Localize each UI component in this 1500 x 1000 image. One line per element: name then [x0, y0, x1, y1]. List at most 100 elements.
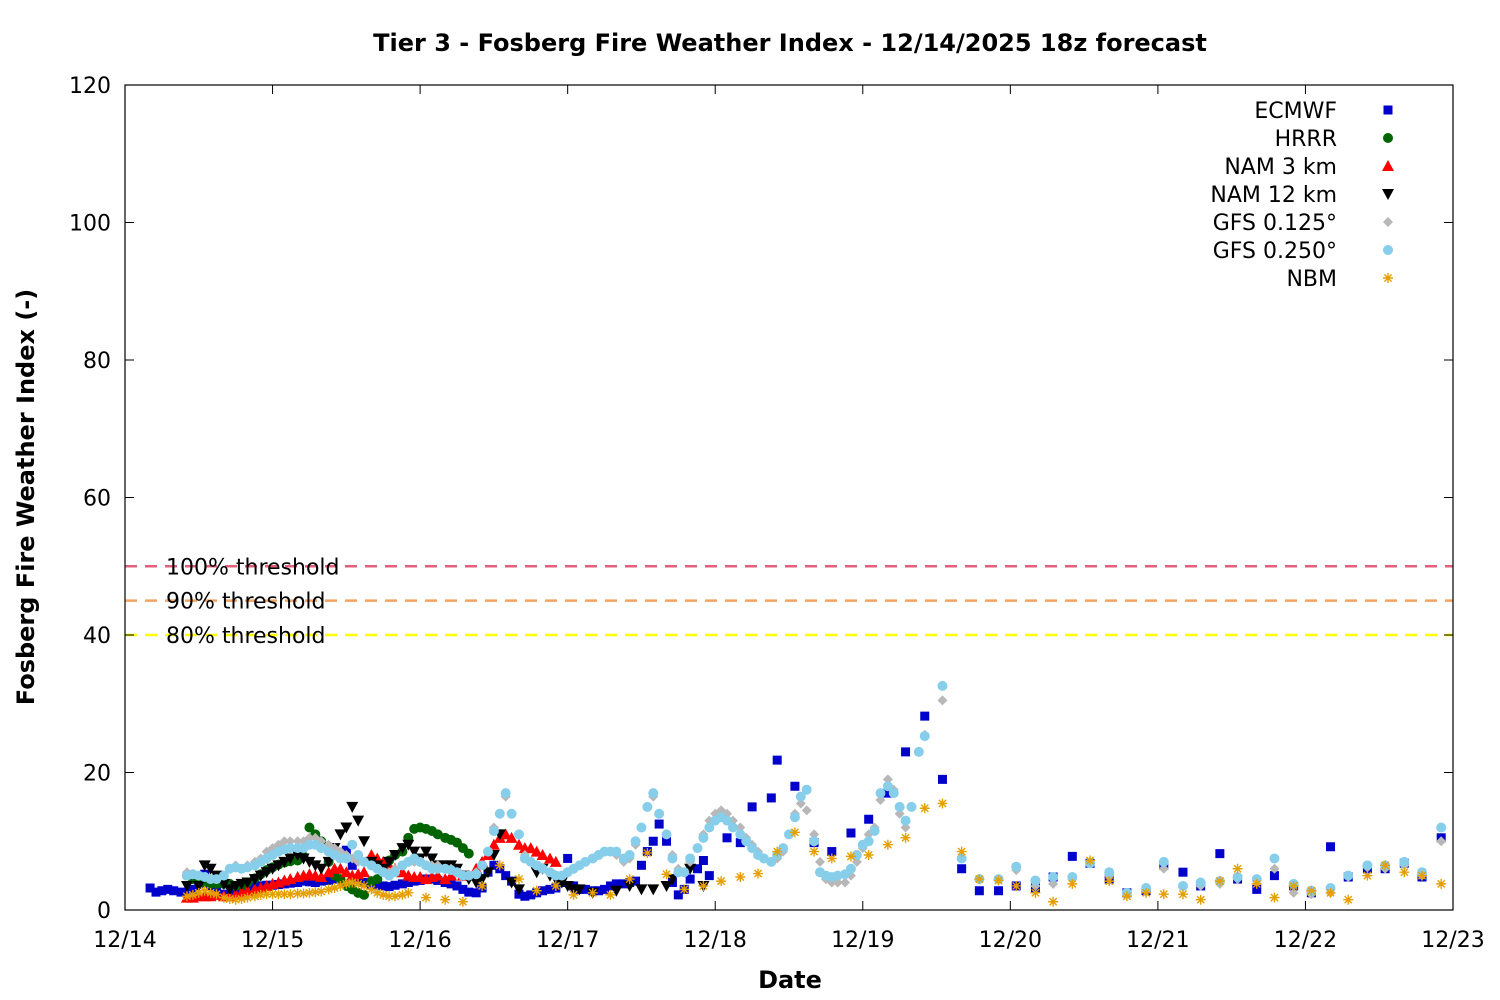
data-point [580, 884, 590, 894]
data-point [901, 747, 911, 757]
data-point [619, 879, 629, 889]
data-point [735, 872, 746, 882]
data-point [624, 850, 635, 860]
legend-marker [1383, 105, 1393, 115]
data-point [176, 887, 186, 897]
data-point [863, 836, 874, 847]
data-point [304, 887, 315, 898]
threshold-label: 100% threshold [166, 555, 340, 580]
data-point [310, 887, 321, 898]
data-point [1215, 849, 1225, 859]
data-point [151, 887, 161, 897]
data-point [1048, 878, 1059, 889]
data-point [341, 878, 352, 889]
data-point [334, 862, 347, 874]
threshold-label: 90% threshold [166, 590, 326, 615]
data-point [994, 886, 1004, 896]
data-point [526, 890, 536, 900]
data-point [605, 881, 615, 891]
data-point [753, 868, 764, 879]
data-point [722, 815, 733, 826]
data-point [642, 847, 653, 858]
data-point [809, 829, 820, 840]
data-point [1252, 884, 1262, 894]
data-point [389, 850, 402, 861]
data-point [716, 876, 727, 887]
data-point [390, 880, 400, 890]
threshold-lines: 100% threshold 90% threshold 80% threshold [125, 555, 1453, 649]
data-point [957, 864, 967, 874]
data-point [261, 889, 272, 900]
data-point [600, 884, 610, 894]
x-tick-label: 12/19 [831, 928, 894, 953]
data-point [538, 886, 548, 896]
data-point [636, 860, 646, 870]
data-point [1141, 887, 1152, 898]
data-point [610, 885, 623, 897]
data-point [679, 884, 690, 895]
data-point [204, 863, 217, 875]
data-point [778, 843, 789, 854]
data-point [242, 892, 253, 903]
legend-label: GFS 0.250° [1213, 239, 1337, 264]
data-point [766, 793, 776, 803]
data-point [530, 845, 543, 857]
data-point [297, 853, 310, 865]
data-point [920, 711, 930, 721]
data-point [218, 892, 229, 903]
data-point [341, 853, 352, 864]
y-tick-label: 80 [83, 349, 111, 374]
data-point [335, 880, 346, 891]
data-point [1158, 889, 1169, 900]
data-point [464, 887, 474, 897]
data-point [1269, 853, 1280, 864]
data-point [241, 877, 254, 889]
data-point [181, 891, 192, 902]
data-point [573, 884, 586, 896]
data-point [1343, 894, 1354, 905]
data-point [679, 867, 690, 878]
data-point [661, 829, 672, 840]
data-point [500, 788, 511, 799]
data-point [698, 832, 709, 843]
data-point [693, 864, 703, 874]
legend-label: HRRR [1275, 127, 1337, 152]
data-point [845, 851, 856, 862]
data-point [937, 798, 948, 809]
data-point [611, 879, 621, 889]
data-point [875, 788, 886, 799]
data-point [1067, 851, 1077, 861]
data-point [735, 838, 745, 848]
data-point [390, 891, 401, 902]
data-point [488, 825, 499, 836]
y-axis-label: Fosberg Fire Weather Index (-) [12, 289, 40, 705]
data-point [814, 856, 825, 867]
data-point [446, 879, 456, 889]
x-tick-label: 12/23 [1421, 928, 1484, 953]
data-point [937, 774, 947, 784]
threshold-label: 80% threshold [166, 624, 326, 649]
data-point [378, 881, 388, 891]
data-point [293, 878, 303, 887]
data-point [513, 874, 524, 885]
legend-marker [1382, 189, 1394, 200]
data-point [303, 856, 316, 868]
data-point [1288, 880, 1299, 891]
data-point [654, 808, 665, 819]
legend-marker [1383, 273, 1393, 283]
data-point [396, 843, 409, 855]
data-point [403, 878, 413, 887]
legend-label: NAM 3 km [1224, 155, 1337, 180]
data-point [249, 891, 260, 902]
data-point [266, 863, 279, 875]
data-point [188, 884, 198, 894]
data-point [1436, 822, 1447, 833]
data-point [304, 832, 315, 843]
data-point [1104, 876, 1115, 887]
data-point [545, 884, 555, 894]
data-point [956, 846, 967, 857]
data-point [512, 838, 525, 850]
data-point [284, 853, 297, 865]
x-axis-label: Date [758, 966, 822, 994]
data-point [840, 877, 851, 888]
